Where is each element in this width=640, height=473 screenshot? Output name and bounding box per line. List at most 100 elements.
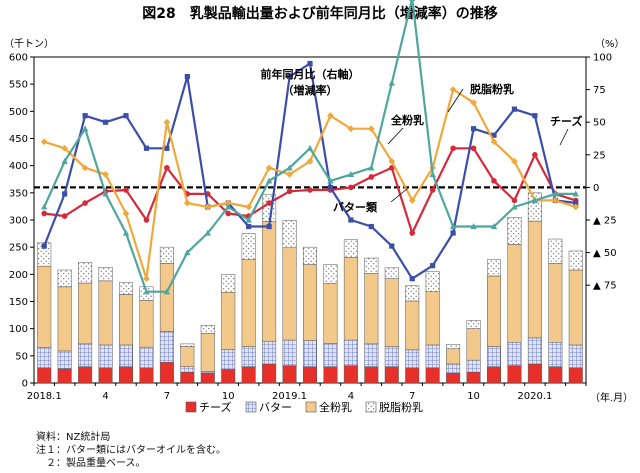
data-point (531, 197, 539, 204)
data-point (470, 99, 477, 107)
bar-segment (57, 269, 72, 288)
data-point (81, 125, 89, 132)
data-point (490, 138, 498, 146)
left-tick-label: 350 (9, 188, 28, 199)
data-point (122, 229, 130, 236)
data-point (306, 144, 314, 151)
bar-segment (343, 365, 358, 384)
data-point (511, 203, 518, 210)
data-point (532, 152, 538, 158)
bar-segment (568, 367, 583, 384)
left-tick-label: 150 (9, 297, 28, 308)
bar-segment (200, 333, 215, 372)
data-point (184, 249, 191, 256)
data-point (408, 197, 416, 204)
bar-segment (139, 367, 154, 384)
left-tick-label: 600 (9, 53, 28, 64)
bar-segment (323, 366, 338, 384)
bar-segment (568, 344, 583, 369)
bar-segment (446, 372, 461, 384)
data-point (347, 125, 355, 133)
footnote-2: ２：製品重量ベース。 (36, 458, 146, 469)
bar-segment (159, 362, 174, 384)
bar-segment (303, 340, 317, 367)
data-point (429, 170, 436, 177)
bar-segment (262, 340, 277, 365)
bar-segment (159, 263, 174, 332)
data-point (430, 263, 436, 269)
data-point (348, 217, 354, 223)
data-point (286, 170, 293, 178)
bar-segment (98, 367, 113, 384)
x-tick-label: 4 (102, 391, 108, 402)
bar-segment (139, 300, 154, 348)
bar-segment (405, 285, 420, 302)
data-point (184, 73, 190, 80)
data-point (164, 145, 170, 151)
bar-segment (405, 367, 420, 384)
data-point (265, 164, 273, 172)
left-tick-label: 450 (9, 134, 28, 145)
data-point (102, 119, 109, 125)
bar-segment (241, 346, 256, 367)
x-tick-label: 4 (348, 391, 354, 402)
growth-lines (40, 0, 580, 295)
data-point (204, 203, 212, 211)
bar-segment (262, 363, 277, 384)
bar-segment (200, 325, 215, 334)
chart-title: 図28 乳製品輸出量および前年同月比（増減率）の推移 (142, 5, 497, 22)
right-axis-unit: （%） (595, 38, 625, 50)
annotation-butter: バター類 (333, 200, 378, 214)
bar-segment (425, 291, 440, 346)
bar-segment (241, 366, 256, 384)
bar-segment (37, 242, 52, 267)
bar-segment (487, 366, 501, 384)
bar-segment (384, 267, 399, 279)
annotation-cheese-leader (559, 128, 569, 146)
bar-segment (282, 365, 297, 384)
left-tick-label: 550 (9, 80, 28, 91)
bar-segment (446, 348, 461, 365)
data-point (490, 223, 498, 230)
data-point (266, 223, 272, 230)
bar-segment (527, 337, 542, 365)
right-axis: 100 75 50 25 0 ▲ 25 ▲ 50 ▲ 75 (586, 53, 617, 292)
bar-segment (78, 366, 93, 384)
bar-segment (180, 366, 195, 373)
annotation-skim-milk-leader (447, 88, 464, 113)
data-point (368, 223, 374, 230)
bar-segment (180, 343, 195, 347)
data-point (143, 145, 150, 151)
legend-swatch (245, 401, 257, 413)
footnote-1: 注１：バター類にはバターオイルを含む。 (36, 445, 226, 456)
data-point (225, 203, 232, 210)
bar-segment (384, 346, 399, 367)
bar-segment (527, 363, 542, 384)
bar-segment (37, 347, 52, 369)
x-tick-label: 2018.1 (27, 391, 62, 402)
bar-segment (37, 367, 52, 384)
data-point (572, 203, 580, 211)
bar-segment (527, 220, 542, 339)
data-point (163, 288, 171, 295)
bar-segment (221, 369, 236, 384)
data-point (552, 190, 559, 197)
data-point (81, 164, 89, 172)
bar-segment (548, 342, 563, 367)
bar-segment (159, 331, 174, 363)
bar-segment (364, 343, 379, 367)
data-point (307, 187, 313, 193)
data-point (286, 73, 293, 80)
legend: チーズ バター 全粉乳 脱脂粉乳 (185, 400, 423, 414)
left-tick-label: 0 (22, 379, 28, 390)
data-point (449, 223, 457, 230)
data-point (367, 125, 375, 133)
legend-label: 脱脂粉乳 (379, 400, 423, 414)
data-point (573, 200, 579, 206)
bar-segment (466, 359, 481, 373)
annotation-right-axis: 前年同月比（右軸） (261, 67, 360, 81)
data-point (102, 190, 109, 197)
legend-swatch (365, 401, 377, 413)
bar-segment (323, 264, 338, 284)
